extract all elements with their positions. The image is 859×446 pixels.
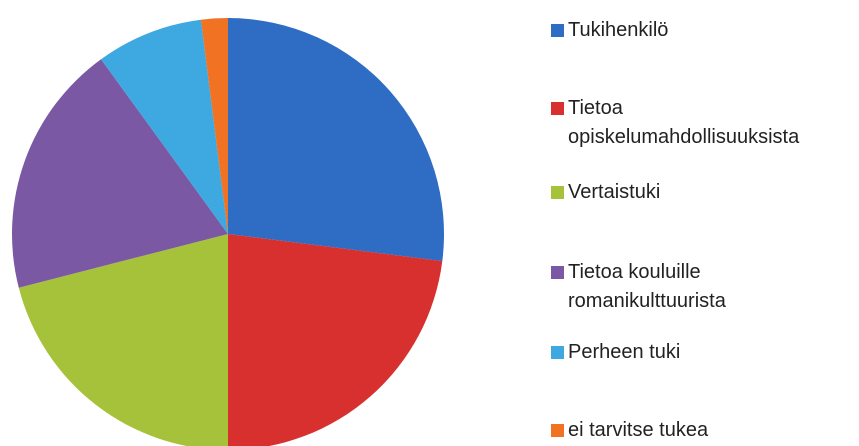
pie-slice xyxy=(101,19,228,235)
legend-label: ei tarvitse tukea xyxy=(568,419,709,441)
legend-label: Vertaistuki xyxy=(568,181,661,203)
legend-swatch xyxy=(551,24,564,37)
legend-entry: ei tarvitse tukea xyxy=(551,416,858,445)
legend-swatch xyxy=(551,266,564,279)
legend-swatch xyxy=(551,186,564,199)
legend-swatch xyxy=(551,424,564,437)
legend-label: Tietoa kouluille romanikulttuurista xyxy=(568,261,726,312)
legend-entry: Tukihenkilö xyxy=(551,16,858,45)
legend-label: Tietoa opiskelumahdollisuuksista xyxy=(568,97,800,148)
legend-entry: Tietoa opiskelumahdollisuuksista xyxy=(551,94,858,152)
pie-slice xyxy=(200,18,228,234)
legend-swatch xyxy=(551,102,564,115)
legend-label: Perheen tuki xyxy=(568,341,681,363)
pie-slice xyxy=(228,234,443,446)
legend-entry: Vertaistuki xyxy=(551,178,858,207)
legend-swatch xyxy=(551,346,564,359)
legend-entry: Perheen tuki xyxy=(551,338,858,367)
legend-entry: Tietoa kouluille romanikulttuurista xyxy=(551,258,858,316)
pie-slice xyxy=(18,234,228,446)
pie-slice xyxy=(11,59,228,288)
legend-label: Tukihenkilö xyxy=(568,19,669,41)
pie-slice xyxy=(228,18,445,262)
